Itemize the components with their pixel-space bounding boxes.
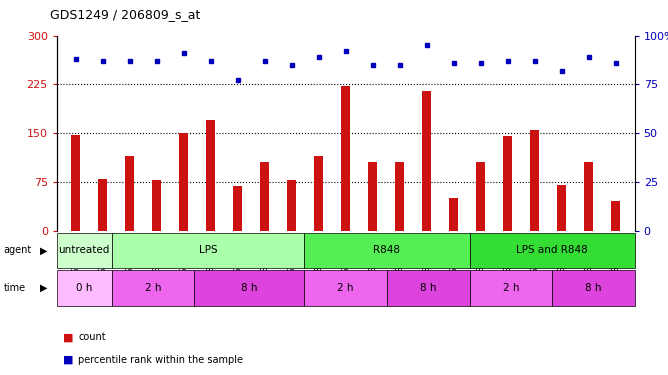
Bar: [179, 133, 188, 231]
Bar: [503, 136, 512, 231]
Bar: [125, 156, 134, 231]
Text: ▶: ▶: [40, 245, 47, 255]
Bar: [449, 198, 458, 231]
Bar: [260, 162, 269, 231]
Text: ■: ■: [63, 333, 74, 342]
Text: 2 h: 2 h: [145, 283, 162, 293]
Text: percentile rank within the sample: percentile rank within the sample: [78, 355, 243, 365]
Text: 8 h: 8 h: [241, 283, 258, 293]
Bar: [287, 180, 297, 231]
Bar: [422, 91, 432, 231]
Text: count: count: [78, 333, 106, 342]
Text: 8 h: 8 h: [420, 283, 436, 293]
Text: LPS: LPS: [199, 245, 217, 255]
Bar: [368, 162, 377, 231]
Text: 8 h: 8 h: [585, 283, 602, 293]
Bar: [314, 156, 323, 231]
Text: 2 h: 2 h: [502, 283, 519, 293]
Text: 0 h: 0 h: [76, 283, 92, 293]
Bar: [206, 120, 215, 231]
Bar: [476, 162, 486, 231]
Text: time: time: [3, 283, 25, 293]
Text: untreated: untreated: [59, 245, 110, 255]
Bar: [395, 162, 404, 231]
Bar: [530, 130, 540, 231]
Bar: [152, 180, 162, 231]
Text: ▶: ▶: [40, 283, 47, 293]
Text: 2 h: 2 h: [337, 283, 354, 293]
Bar: [584, 162, 593, 231]
Bar: [611, 201, 621, 231]
Bar: [557, 185, 566, 231]
Text: R848: R848: [373, 245, 400, 255]
Bar: [98, 178, 108, 231]
Bar: [341, 86, 351, 231]
Text: ■: ■: [63, 355, 74, 365]
Bar: [71, 135, 80, 231]
Text: agent: agent: [3, 245, 31, 255]
Bar: [233, 186, 242, 231]
Text: LPS and R848: LPS and R848: [516, 245, 588, 255]
Text: GDS1249 / 206809_s_at: GDS1249 / 206809_s_at: [50, 8, 200, 21]
